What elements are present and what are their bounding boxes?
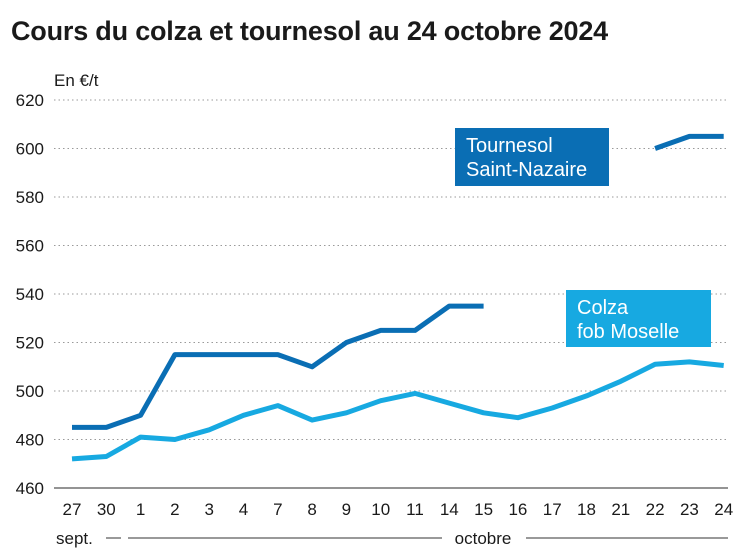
x-tick-label: 23: [680, 500, 699, 519]
x-tick-label: 15: [474, 500, 493, 519]
x-tick-label: 9: [342, 500, 351, 519]
period-label-sept: sept.: [56, 529, 93, 548]
y-tick-label: 560: [16, 237, 44, 256]
series-line-0-segment-0: [72, 303, 484, 430]
x-tick-label: 7: [273, 500, 282, 519]
x-tick-label: 4: [239, 500, 248, 519]
x-tick-label: 14: [440, 500, 459, 519]
y-tick-label: 520: [16, 334, 44, 353]
y-axis-ticks: 460 480 500 520 540 560 580 600 620: [16, 91, 44, 498]
x-tick-label: 2: [170, 500, 179, 519]
x-tick-label: 1: [136, 500, 145, 519]
series-line-0-segment-1: [654, 133, 724, 151]
series-lines: [71, 133, 724, 462]
x-tick-label: 17: [543, 500, 562, 519]
legend-tournesol: Tournesol Saint-Nazaire: [455, 128, 609, 186]
x-tick-label: 27: [63, 500, 82, 519]
x-tick-label: 24: [714, 500, 733, 519]
y-axis-unit-label: En €/t: [54, 71, 99, 90]
x-tick-label: 3: [204, 500, 213, 519]
period-label-octobre: octobre: [455, 529, 512, 548]
y-tick-label: 500: [16, 382, 44, 401]
legend-tournesol-line2: Saint-Nazaire: [466, 159, 587, 181]
x-tick-label: 21: [611, 500, 630, 519]
x-tick-label: 22: [646, 500, 665, 519]
grid-lines: [54, 99, 728, 489]
x-tick-label: 18: [577, 500, 596, 519]
x-tick-label: 11: [406, 500, 424, 519]
legend-colza-line2: fob Moselle: [577, 321, 679, 343]
y-tick-label: 600: [16, 140, 44, 159]
series-line-1-segment-0: [71, 359, 724, 462]
x-axis-ticks: 27 30 1 2 3 4 7 8 9 10 11 14 15 16 17 18 21 22 23 24: [63, 500, 734, 519]
legend-colza-box: [566, 290, 711, 347]
chart-title: Cours du colza et tournesol au 24 octobr…: [11, 16, 608, 46]
x-tick-label: 30: [97, 500, 116, 519]
y-tick-label: 580: [16, 188, 44, 207]
legend-tournesol-line1: Tournesol: [466, 135, 553, 157]
legend-colza: Colza fob Moselle: [566, 290, 711, 347]
y-tick-label: 460: [16, 479, 44, 498]
y-tick-label: 620: [16, 91, 44, 110]
x-tick-label: 8: [307, 500, 316, 519]
x-axis-periods: sept. octobre: [56, 529, 728, 548]
legend-tournesol-box: [455, 128, 609, 186]
x-tick-label: 16: [508, 500, 527, 519]
x-tick-label: 10: [371, 500, 390, 519]
y-tick-label: 480: [16, 431, 44, 450]
y-tick-label: 540: [16, 285, 44, 304]
legend-colza-line1: Colza: [577, 297, 629, 319]
